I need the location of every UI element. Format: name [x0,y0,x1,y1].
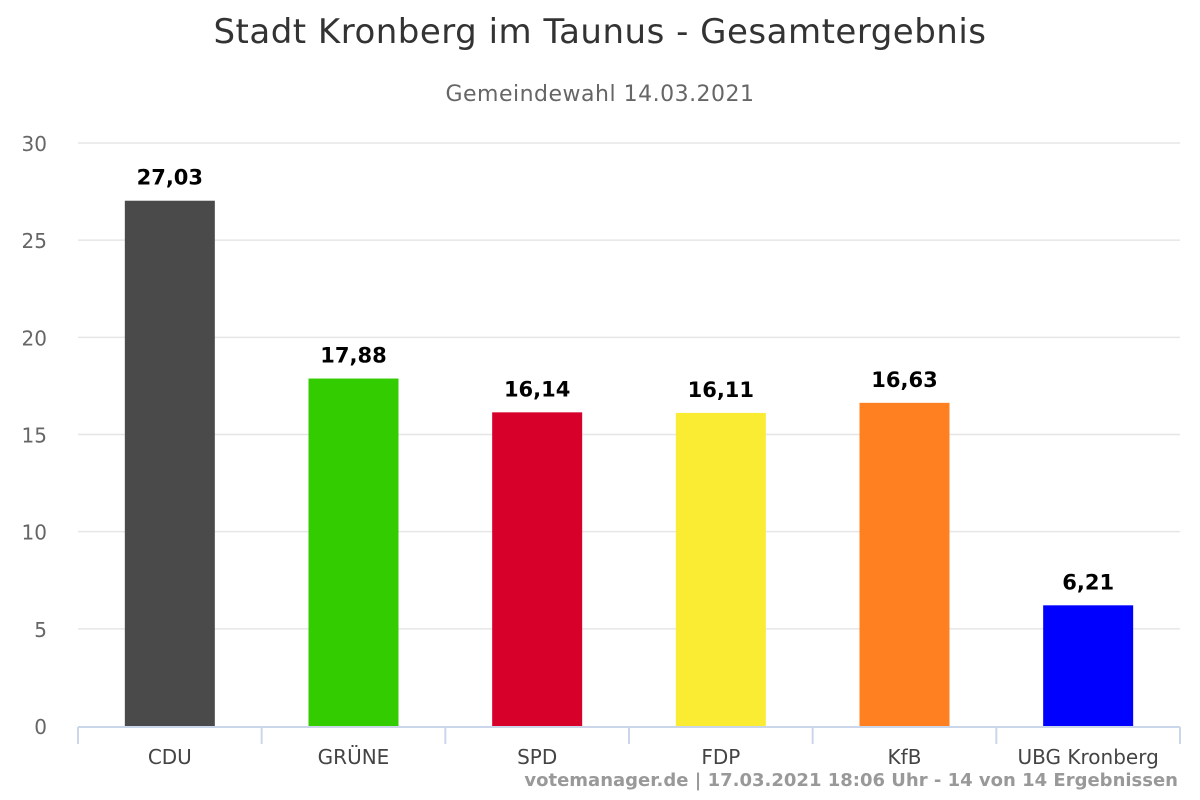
bar-gr-ne[interactable] [308,378,399,726]
x-tick-label: UBG Kronberg [1018,745,1159,769]
data-label: 16,63 [871,368,937,392]
data-labels: 27,03 17,88 16,14 16,11 16,63 6,21 [135,164,1115,596]
y-tick-label: 0 [34,715,47,739]
credits[interactable]: votemanager.de | 17.03.2021 18:06 Uhr - … [524,770,1178,791]
data-label: 16,14 [504,377,570,401]
chart-subtitle: Gemeindewahl 14.03.2021 [445,82,755,107]
y-tick-label: 10 [22,521,47,545]
y-tick-label: 20 [22,326,47,350]
y-tick-label: 30 [22,132,47,156]
y-axis: 0 5 10 15 20 25 30 [22,132,47,739]
data-label: 17,88 [320,344,386,368]
x-tick-label: CDU [148,745,192,769]
data-label: 16,11 [688,378,754,402]
data-label: 27,03 [137,166,203,190]
bar-kfb[interactable] [859,402,950,726]
bars [124,200,1134,727]
grid-lines [78,142,1180,630]
bar-cdu[interactable] [124,200,215,727]
chart-title: Stadt Kronberg im Taunus - Gesamtergebni… [213,12,987,52]
bar-ubg-kronberg[interactable] [1043,605,1134,726]
x-tick-label: KfB [888,745,922,769]
x-axis: CDU GRÜNE SPD FDP KfB UBG Kronberg [77,726,1181,769]
y-tick-label: 25 [22,229,47,253]
x-tick-label: FDP [701,745,740,769]
data-label: 6,21 [1062,570,1114,594]
y-tick-label: 15 [22,424,47,448]
x-tick-label: GRÜNE [318,745,390,769]
bar-spd[interactable] [492,412,583,726]
bar-fdp[interactable] [675,412,766,726]
x-tick-label: SPD [517,745,557,769]
y-tick-label: 5 [34,618,47,642]
